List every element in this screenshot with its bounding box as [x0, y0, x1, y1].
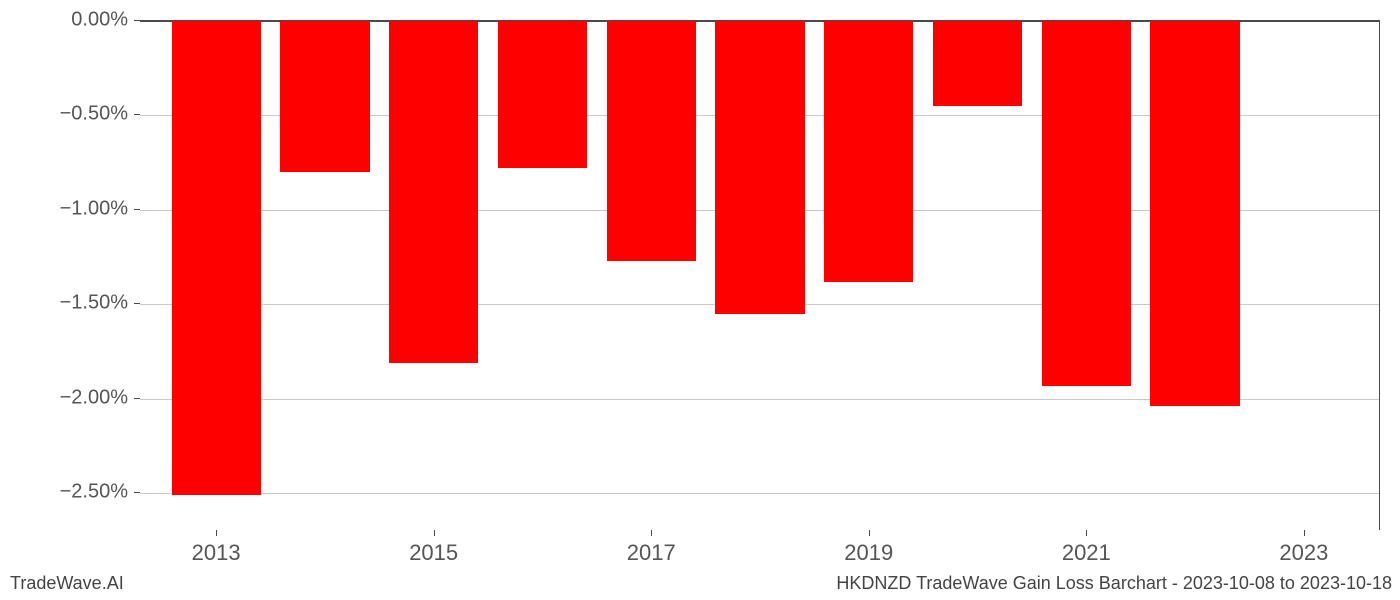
xtick-mark [869, 530, 870, 536]
xtick-mark [216, 530, 217, 536]
bar [1150, 21, 1239, 406]
ytick-mark [134, 20, 140, 21]
bar [824, 21, 913, 282]
bar [389, 21, 478, 363]
bar [498, 21, 587, 168]
ytick-mark [134, 492, 140, 493]
plot-area [140, 20, 1380, 530]
xtick-label: 2015 [409, 540, 458, 566]
ytick-label: −1.00% [0, 197, 128, 220]
ytick-label: −0.50% [0, 103, 128, 126]
xtick-mark [1304, 530, 1305, 536]
ytick-label: −2.00% [0, 386, 128, 409]
xtick-mark [1086, 530, 1087, 536]
ytick-mark [134, 114, 140, 115]
xtick-mark [434, 530, 435, 536]
bar [933, 21, 1022, 106]
chart-container: TradeWave.AI HKDNZD TradeWave Gain Loss … [0, 0, 1400, 600]
footer-brand: TradeWave.AI [10, 573, 124, 594]
xtick-mark [651, 530, 652, 536]
ytick-mark [134, 398, 140, 399]
xtick-label: 2017 [627, 540, 676, 566]
bar [715, 21, 804, 314]
bar [607, 21, 696, 261]
bar [1042, 21, 1131, 386]
ytick-label: 0.00% [0, 9, 128, 32]
ytick-label: −1.50% [0, 292, 128, 315]
bar [280, 21, 369, 172]
xtick-label: 2021 [1062, 540, 1111, 566]
gridline [140, 493, 1379, 494]
ytick-mark [134, 209, 140, 210]
ytick-mark [134, 303, 140, 304]
footer-caption: HKDNZD TradeWave Gain Loss Barchart - 20… [836, 573, 1392, 594]
xtick-label: 2019 [844, 540, 893, 566]
xtick-label: 2013 [192, 540, 241, 566]
ytick-label: −2.50% [0, 481, 128, 504]
xtick-label: 2023 [1279, 540, 1328, 566]
bar [172, 21, 261, 495]
